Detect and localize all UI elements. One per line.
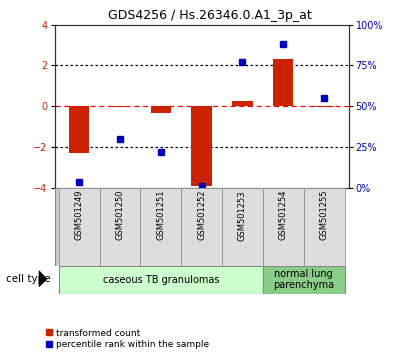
Bar xyxy=(304,188,344,266)
Bar xyxy=(110,106,130,107)
Bar xyxy=(69,106,89,153)
Text: GSM501249: GSM501249 xyxy=(75,190,84,240)
Text: cell type: cell type xyxy=(6,274,51,284)
Text: GSM501252: GSM501252 xyxy=(197,190,206,240)
Text: caseous TB granulomas: caseous TB granulomas xyxy=(102,275,219,285)
Bar xyxy=(222,188,263,266)
Bar xyxy=(140,188,181,266)
Bar xyxy=(100,188,140,266)
Legend: transformed count, percentile rank within the sample: transformed count, percentile rank withi… xyxy=(47,329,209,349)
Bar xyxy=(59,266,263,294)
Text: GSM501253: GSM501253 xyxy=(238,190,247,241)
Bar xyxy=(273,59,294,106)
Text: GDS4256 / Hs.26346.0.A1_3p_at: GDS4256 / Hs.26346.0.A1_3p_at xyxy=(108,9,312,22)
Bar xyxy=(150,106,171,113)
Bar xyxy=(232,101,253,106)
Bar xyxy=(59,188,100,266)
Bar xyxy=(181,188,222,266)
Text: GSM501250: GSM501250 xyxy=(116,190,124,240)
Text: GSM501254: GSM501254 xyxy=(279,190,288,240)
Text: normal lung
parenchyma: normal lung parenchyma xyxy=(273,269,334,291)
Bar xyxy=(314,106,334,107)
Text: GSM501255: GSM501255 xyxy=(320,190,328,240)
Polygon shape xyxy=(39,271,47,287)
Text: GSM501251: GSM501251 xyxy=(156,190,165,240)
Bar xyxy=(192,106,212,185)
Bar xyxy=(263,266,344,294)
Bar xyxy=(263,188,304,266)
